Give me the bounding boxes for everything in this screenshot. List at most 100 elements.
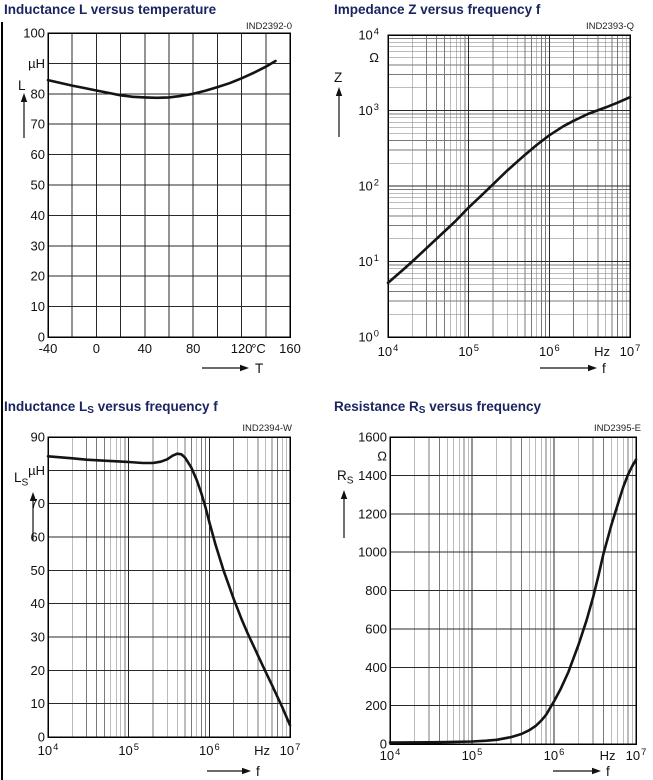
grid-major-lines bbox=[389, 436, 637, 745]
axis-tick-label: 101 bbox=[358, 253, 379, 269]
x-axis-name-label: f bbox=[606, 764, 610, 779]
axis-tick-label: 40 bbox=[138, 341, 152, 356]
chart-code-label: IND2394-W bbox=[242, 423, 292, 434]
x-axis-arrow-head bbox=[242, 767, 251, 775]
title-subscript: S bbox=[418, 405, 426, 416]
y-axis-arrow-head bbox=[29, 492, 37, 501]
y-axis-unit-label: µH bbox=[28, 463, 45, 478]
data-curve-z bbox=[386, 95, 632, 285]
title-text: Inductance L bbox=[4, 399, 88, 414]
x-axis-name-label: T bbox=[255, 361, 263, 376]
axis-tick-label: 107 bbox=[620, 343, 641, 359]
axis-tick-label: 105 bbox=[462, 747, 483, 763]
axis-tick-label: 105 bbox=[458, 343, 479, 359]
plot-border bbox=[47, 436, 291, 738]
axis-tick-label: 60 bbox=[31, 530, 45, 545]
axis-tick-label: 30 bbox=[31, 238, 45, 253]
axis-name-label: LS bbox=[14, 470, 29, 489]
axis-tick-label: 107 bbox=[626, 747, 647, 763]
y-axis-arrow-head bbox=[335, 87, 343, 96]
chart-title-inductance-vs-temperature: Inductance L versus temperature bbox=[4, 2, 216, 17]
axis-tick-label: 1200 bbox=[358, 506, 387, 521]
title-text: Resistance R bbox=[334, 399, 419, 414]
axis-tick-label: 800 bbox=[365, 583, 387, 598]
axis-tick-label: 50 bbox=[31, 563, 45, 578]
axis-tick-label: 1600 bbox=[358, 430, 387, 445]
x-axis-arrow-head bbox=[592, 767, 601, 775]
data-curve-rs bbox=[388, 458, 638, 744]
grid-major-lines bbox=[47, 436, 291, 738]
axis-name-label: Z bbox=[334, 70, 342, 85]
axis-tick-label: 80 bbox=[186, 341, 200, 356]
y-axis-unit-label: Ω bbox=[369, 50, 379, 65]
axis-tick-label: 0 bbox=[93, 341, 100, 356]
grid-major-lines bbox=[47, 32, 291, 338]
data-curve-l bbox=[46, 59, 277, 100]
axis-tick-label: 400 bbox=[365, 660, 387, 675]
y-axis-unit-label: Ω bbox=[377, 449, 387, 464]
y-axis-unit-label: µH bbox=[28, 56, 45, 71]
y-axis-arrow-head bbox=[340, 490, 348, 499]
axis-tick-label: 60 bbox=[31, 147, 45, 162]
x-axis-unit-label: Hz bbox=[594, 344, 610, 359]
axis-name-label: RS bbox=[337, 468, 354, 487]
axis-tick-label: 0 bbox=[38, 330, 45, 345]
axis-tick-label: 104 bbox=[378, 343, 399, 359]
axis-tick-label: 100 bbox=[23, 26, 45, 41]
axis-tick-label: 105 bbox=[118, 742, 139, 758]
axis-tick-label: 104 bbox=[38, 742, 59, 758]
title-text: versus frequency bbox=[425, 399, 542, 414]
axis-tick-label: 104 bbox=[380, 747, 401, 763]
x-axis-name-label: f bbox=[256, 764, 260, 779]
x-axis-unit-label: Hz bbox=[254, 743, 270, 758]
axis-tick-label: 90 bbox=[31, 430, 45, 445]
axis-labels: 104 103 102 101 100 Ω 104 105 106 107 Hz Zf bbox=[334, 27, 640, 377]
axis-labels: 1600 1400 1200 1000 800 600 400 200 0 Ω 104 105 106 1… bbox=[337, 430, 646, 780]
chart-code-label: IND2393-Q bbox=[585, 21, 634, 32]
axis-tick-label: 102 bbox=[358, 178, 379, 194]
title-subscript: S bbox=[87, 405, 94, 416]
axis-tick-label: 40 bbox=[31, 208, 45, 223]
axis-tick-label: 0 bbox=[380, 737, 387, 752]
axis-tick-label: 70 bbox=[31, 117, 45, 132]
title-text: Inductance L versus temperature bbox=[4, 2, 217, 17]
axis-tick-label: 104 bbox=[358, 27, 379, 43]
axis-tick-label: 106 bbox=[199, 742, 220, 758]
grid-minor-lines bbox=[71, 437, 287, 737]
x-axis-arrow-head bbox=[240, 364, 249, 372]
axis-tick-label: 20 bbox=[31, 663, 45, 678]
axis-tick-label: 106 bbox=[544, 747, 565, 763]
axis-tick-label: 1000 bbox=[358, 545, 387, 560]
axis-tick-label: 120 bbox=[231, 341, 253, 356]
x-axis-name-label: f bbox=[602, 361, 606, 376]
axis-tick-label: 10 bbox=[31, 696, 45, 711]
axis-tick-label: 103 bbox=[358, 102, 379, 118]
x-axis-arrow-head bbox=[588, 364, 597, 372]
plot-border bbox=[387, 34, 631, 338]
chart-title-impedance-vs-frequency: Impedance Z versus frequency f bbox=[334, 2, 540, 17]
x-axis-unit-label: Hz bbox=[600, 748, 616, 763]
axis-tick-label: 100 bbox=[358, 329, 379, 345]
chart-code-label: IND2395-E bbox=[594, 423, 641, 434]
chart-code-label: IND2392-0 bbox=[246, 21, 292, 32]
axis-tick-label: 10 bbox=[31, 299, 45, 314]
chart-ind2395-e: 1600 1400 1200 1000 800 600 400 200 0 Ω 104 105 106 1… bbox=[337, 430, 646, 780]
axis-tick-label: 40 bbox=[31, 596, 45, 611]
axis-tick-label: -40 bbox=[39, 341, 58, 356]
axis-tick-label: 80 bbox=[31, 86, 45, 101]
y-axis-arrow-head bbox=[20, 93, 28, 102]
axis-name-label: L bbox=[18, 78, 26, 93]
axis-tick-label: 106 bbox=[539, 343, 560, 359]
axis-tick-label: 30 bbox=[31, 630, 45, 645]
page-left-border-line bbox=[1, 22, 3, 780]
data-curve-ls bbox=[46, 452, 292, 727]
chart-title-inductance-vs-frequency: Inductance LS versus frequency f bbox=[4, 399, 218, 416]
axis-tick-label: 107 bbox=[280, 742, 301, 758]
axis-tick-label: 1400 bbox=[358, 468, 387, 483]
